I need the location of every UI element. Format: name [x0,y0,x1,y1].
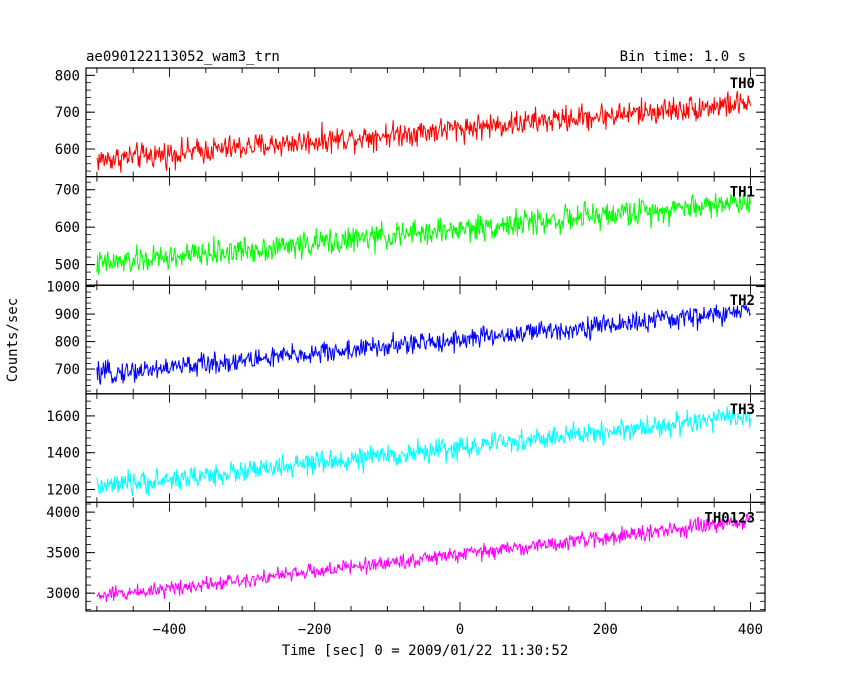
x-tick-label: −400 [153,622,187,638]
y-tick-label: 3000 [46,586,80,602]
x-tick-label: 0 [456,622,464,638]
y-tick-label: 1600 [46,409,80,425]
x-tick-label: −200 [298,622,332,638]
y-tick-label: 1400 [46,446,80,462]
x-axis-label: Time [sec] 0 = 2009/01/22 11:30:52 [282,643,569,659]
x-tick-label: 400 [738,622,763,638]
series-line-th0123 [96,513,751,603]
y-tick-label: 4000 [46,505,80,521]
y-tick-label: 600 [55,142,80,158]
y-tick-label: 700 [55,362,80,378]
panel-label-th0123: TH0123 [704,510,755,526]
panel-label-th1: TH1 [730,185,755,201]
y-tick-label: 600 [55,220,80,236]
y-tick-label: 3500 [46,546,80,562]
chart-title: ae090122113052_wam3_trn [86,49,280,65]
bin-time-label: Bin time: 1.0 s [620,49,746,65]
y-tick-label: 800 [55,335,80,351]
series-line-th1 [96,193,751,275]
y-tick-label: 800 [55,68,80,84]
series-line-th0 [96,90,751,173]
y-tick-label: 500 [55,258,80,274]
series-line-th3 [96,406,751,497]
panel-label-th3: TH3 [730,402,755,418]
panel-label-th2: TH2 [730,293,755,309]
series-line-th2 [96,304,751,385]
y-tick-label: 1200 [46,483,80,499]
panel-frame-th0 [85,67,766,178]
panel-frame-th0123 [85,501,766,612]
y-tick-label: 700 [55,105,80,121]
panel-label-th0: TH0 [730,76,755,92]
y-axis-label: Counts/sec [5,298,21,382]
y-tick-label: 700 [55,183,80,199]
y-tick-label: 900 [55,307,80,323]
y-tick-label: 1000 [46,280,80,296]
x-tick-label: 200 [593,622,618,638]
panel-frame-th2 [85,284,766,395]
